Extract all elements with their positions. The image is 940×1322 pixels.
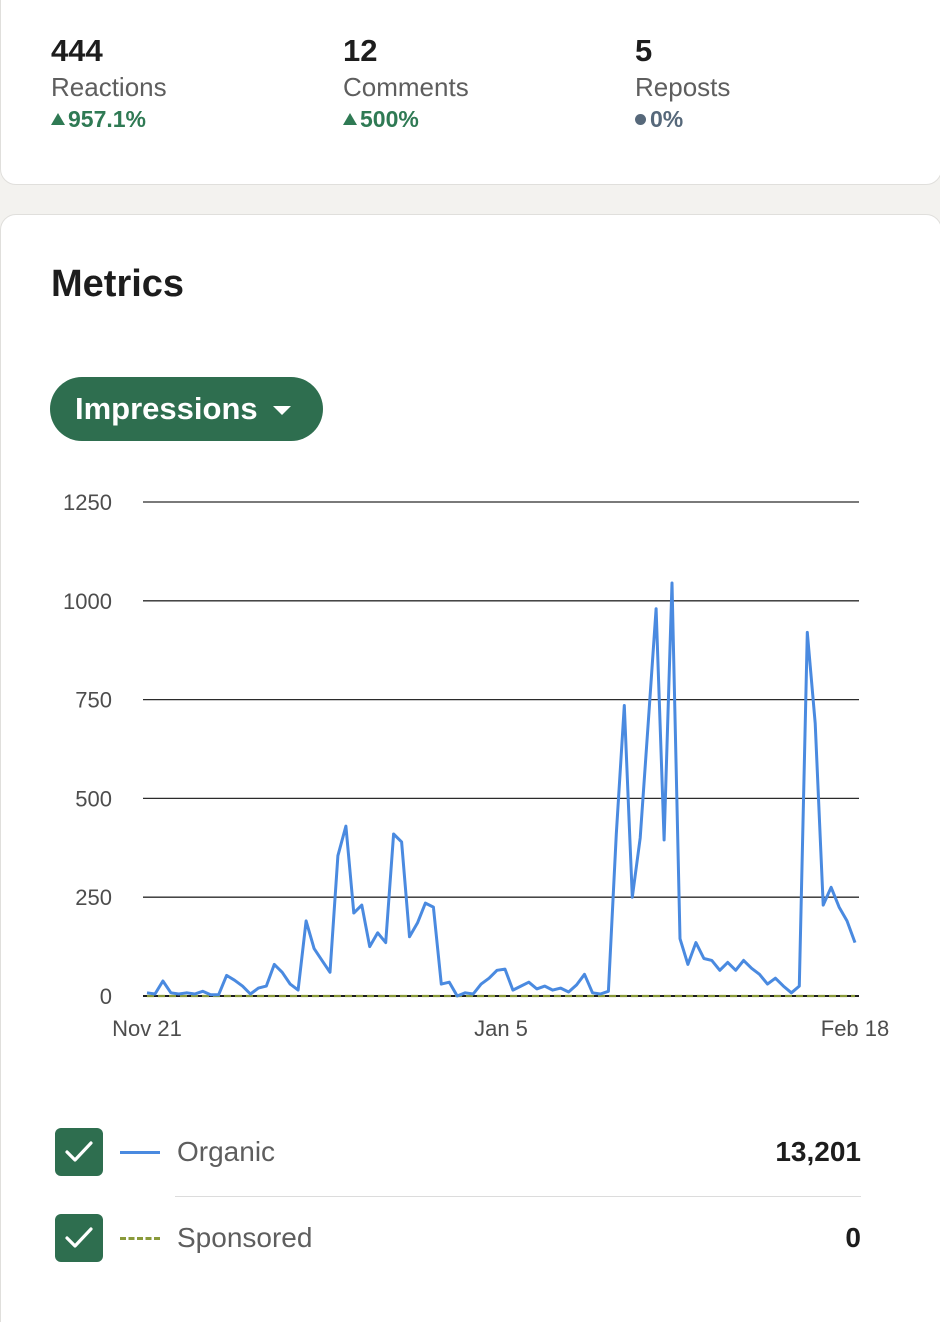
x-tick-label: Feb 18 — [821, 1016, 890, 1041]
sponsored-checkbox[interactable] — [55, 1214, 103, 1262]
y-tick-label: 250 — [75, 885, 112, 910]
y-tick-label: 0 — [100, 984, 112, 1009]
x-tick-label: Nov 21 — [112, 1016, 182, 1041]
comments-stat[interactable]: 12 Comments 500% — [343, 33, 469, 134]
legend-divider — [175, 1196, 861, 1197]
legend-item-organic[interactable]: Organic 13,201 — [55, 1128, 861, 1176]
reactions-count: 444 — [51, 33, 103, 68]
checkmark-icon — [65, 1227, 93, 1248]
organic-label: Organic — [177, 1136, 276, 1167]
metrics-card: Metrics Impressions — [0, 214, 940, 1322]
organic-checkbox[interactable] — [55, 1128, 103, 1176]
reactions-stat[interactable]: 444 Reactions 957.1% — [51, 33, 167, 134]
x-tick-label: Jan 5 — [474, 1016, 528, 1041]
summary-card: 444 Reactions 957.1% 12 Comments 500% 5 … — [0, 0, 940, 185]
chart-grid — [143, 501, 859, 997]
x-axis-labels: Nov 21 Jan 5 Feb 18 — [112, 1016, 889, 1041]
metric-dropdown-label: Impressions — [75, 391, 258, 426]
reactions-change-value: 957.1% — [68, 106, 147, 132]
organic-total: 13,201 — [775, 1136, 861, 1167]
comments-count: 12 — [343, 33, 378, 68]
comments-label: Comments — [343, 72, 469, 102]
reactions-label: Reactions — [51, 72, 167, 102]
reposts-change-value: 0% — [650, 106, 684, 132]
y-tick-label: 1000 — [63, 589, 112, 614]
chart-series — [146, 581, 857, 998]
legend-item-sponsored[interactable]: Sponsored 0 — [55, 1214, 861, 1262]
series-line-organic — [146, 581, 857, 998]
impressions-chart: 0 250 500 750 1000 1250 Nov 21 Jan 5 Feb 18 — [63, 490, 889, 1041]
trend-up-icon — [51, 113, 65, 125]
reposts-change: 0% — [635, 104, 730, 134]
sponsored-total: 0 — [845, 1222, 861, 1253]
y-tick-label: 1250 — [63, 490, 112, 515]
checkmark-icon — [65, 1141, 93, 1162]
reactions-change: 957.1% — [51, 104, 167, 134]
comments-change-value: 500% — [360, 106, 419, 132]
y-axis-labels: 0 250 500 750 1000 1250 — [63, 490, 112, 1009]
organic-line-swatch — [120, 1150, 160, 1154]
reposts-count: 5 — [635, 33, 653, 68]
comments-change: 500% — [343, 104, 469, 134]
sponsored-label: Sponsored — [177, 1222, 313, 1253]
metric-dropdown[interactable]: Impressions — [50, 377, 323, 441]
reposts-stat[interactable]: 5 Reposts 0% — [635, 33, 730, 134]
y-tick-label: 500 — [75, 786, 112, 811]
sponsored-line-swatch — [120, 1236, 160, 1240]
metrics-title: Metrics — [51, 263, 185, 305]
reposts-label: Reposts — [635, 72, 731, 102]
chevron-down-icon — [272, 406, 291, 415]
y-tick-label: 750 — [75, 688, 112, 713]
trend-neutral-icon — [635, 113, 646, 125]
trend-up-icon — [343, 113, 357, 125]
